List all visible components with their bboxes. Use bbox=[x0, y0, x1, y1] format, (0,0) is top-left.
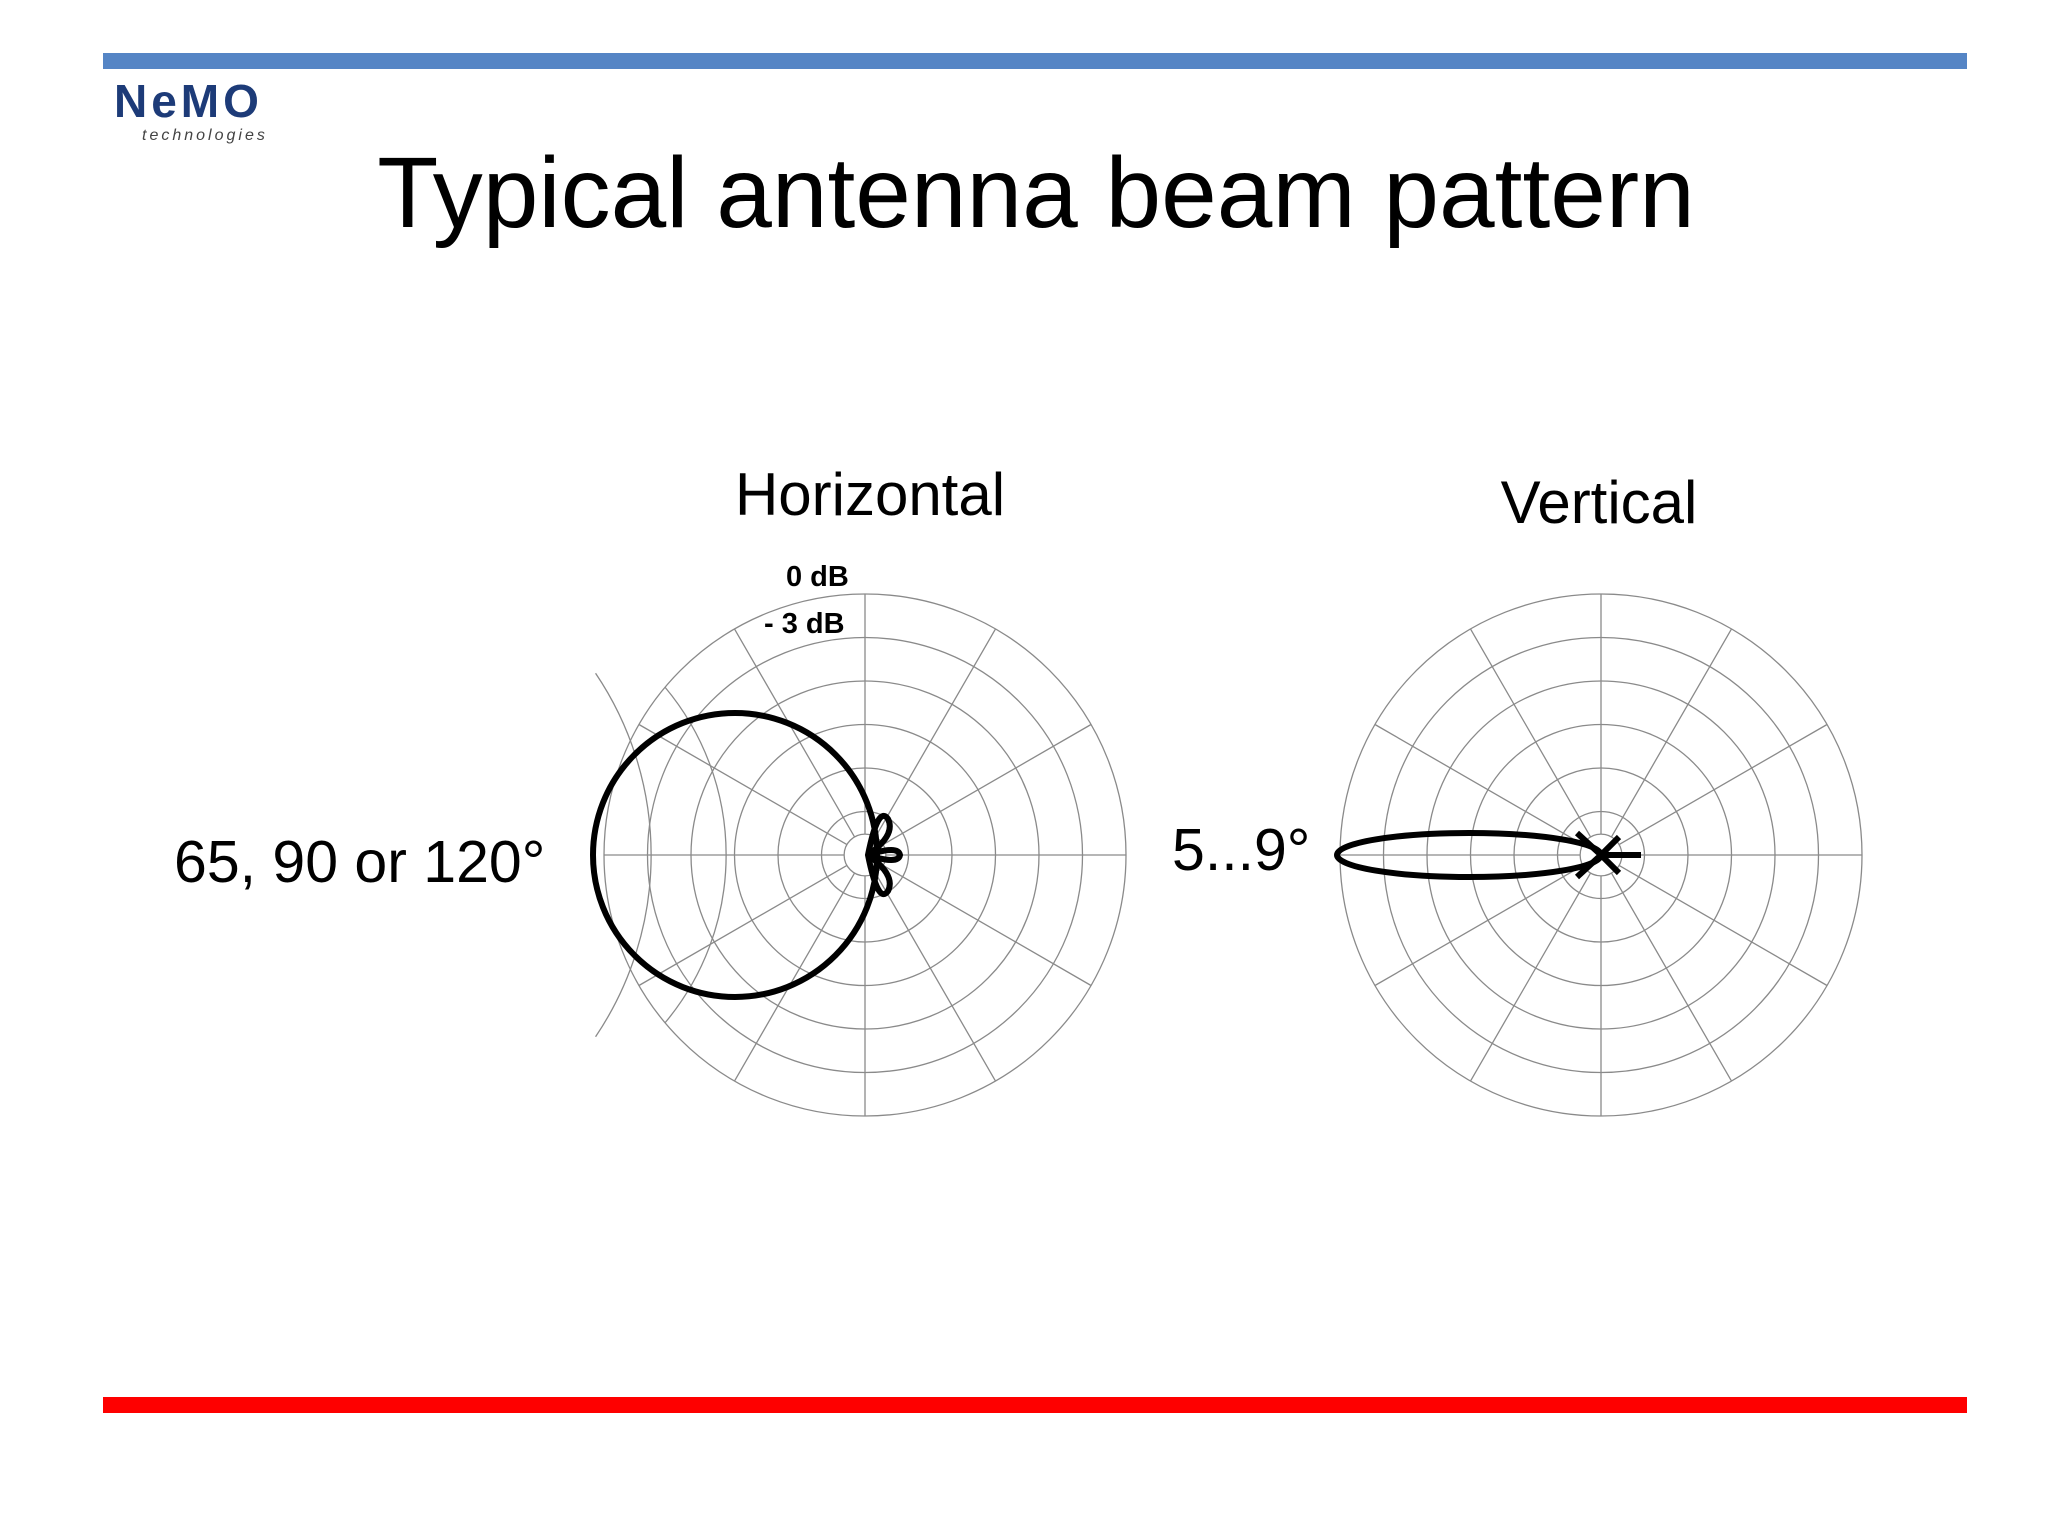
logo: NeMO bbox=[114, 75, 263, 127]
sector-arc bbox=[664, 686, 727, 1024]
logo-subtitle: technologies bbox=[142, 127, 268, 144]
polar-spoke bbox=[1374, 864, 1584, 987]
polar-spoke bbox=[874, 872, 997, 1082]
polar-spoke bbox=[733, 872, 856, 1082]
slide-title: Typical antenna beam pattern bbox=[377, 137, 1695, 249]
polar-spoke bbox=[1469, 628, 1592, 838]
polar-spoke bbox=[1618, 864, 1828, 987]
side-lobes bbox=[1574, 830, 1641, 880]
horizontal-diagram bbox=[590, 593, 1127, 1117]
polar-spoke bbox=[638, 723, 848, 846]
polar-spoke bbox=[874, 628, 997, 838]
polar-spoke bbox=[882, 723, 1092, 846]
vertical-diagram bbox=[1334, 593, 1863, 1117]
polar-spoke bbox=[1469, 872, 1592, 1082]
polar-spoke bbox=[882, 864, 1092, 987]
ring-label: 0 dB bbox=[786, 561, 849, 593]
diagram-label: Vertical bbox=[1501, 469, 1698, 536]
beamwidth-label: 5...9° bbox=[1172, 817, 1310, 883]
polar-spoke bbox=[1610, 628, 1733, 838]
polar-spoke bbox=[1618, 723, 1828, 846]
polar-spoke bbox=[1610, 872, 1733, 1082]
ring-label: - 3 dB bbox=[764, 608, 845, 640]
top-bar bbox=[103, 53, 1967, 69]
diagram-label: Horizontal bbox=[735, 461, 1005, 528]
bottom-bar bbox=[103, 1397, 1967, 1413]
back-lobes bbox=[864, 813, 904, 897]
sector-arc bbox=[595, 672, 652, 1038]
polar-spoke bbox=[733, 628, 856, 838]
beamwidth-label: 65, 90 or 120° bbox=[174, 829, 545, 895]
polar-spoke bbox=[1374, 723, 1584, 846]
polar-spoke bbox=[638, 864, 848, 987]
